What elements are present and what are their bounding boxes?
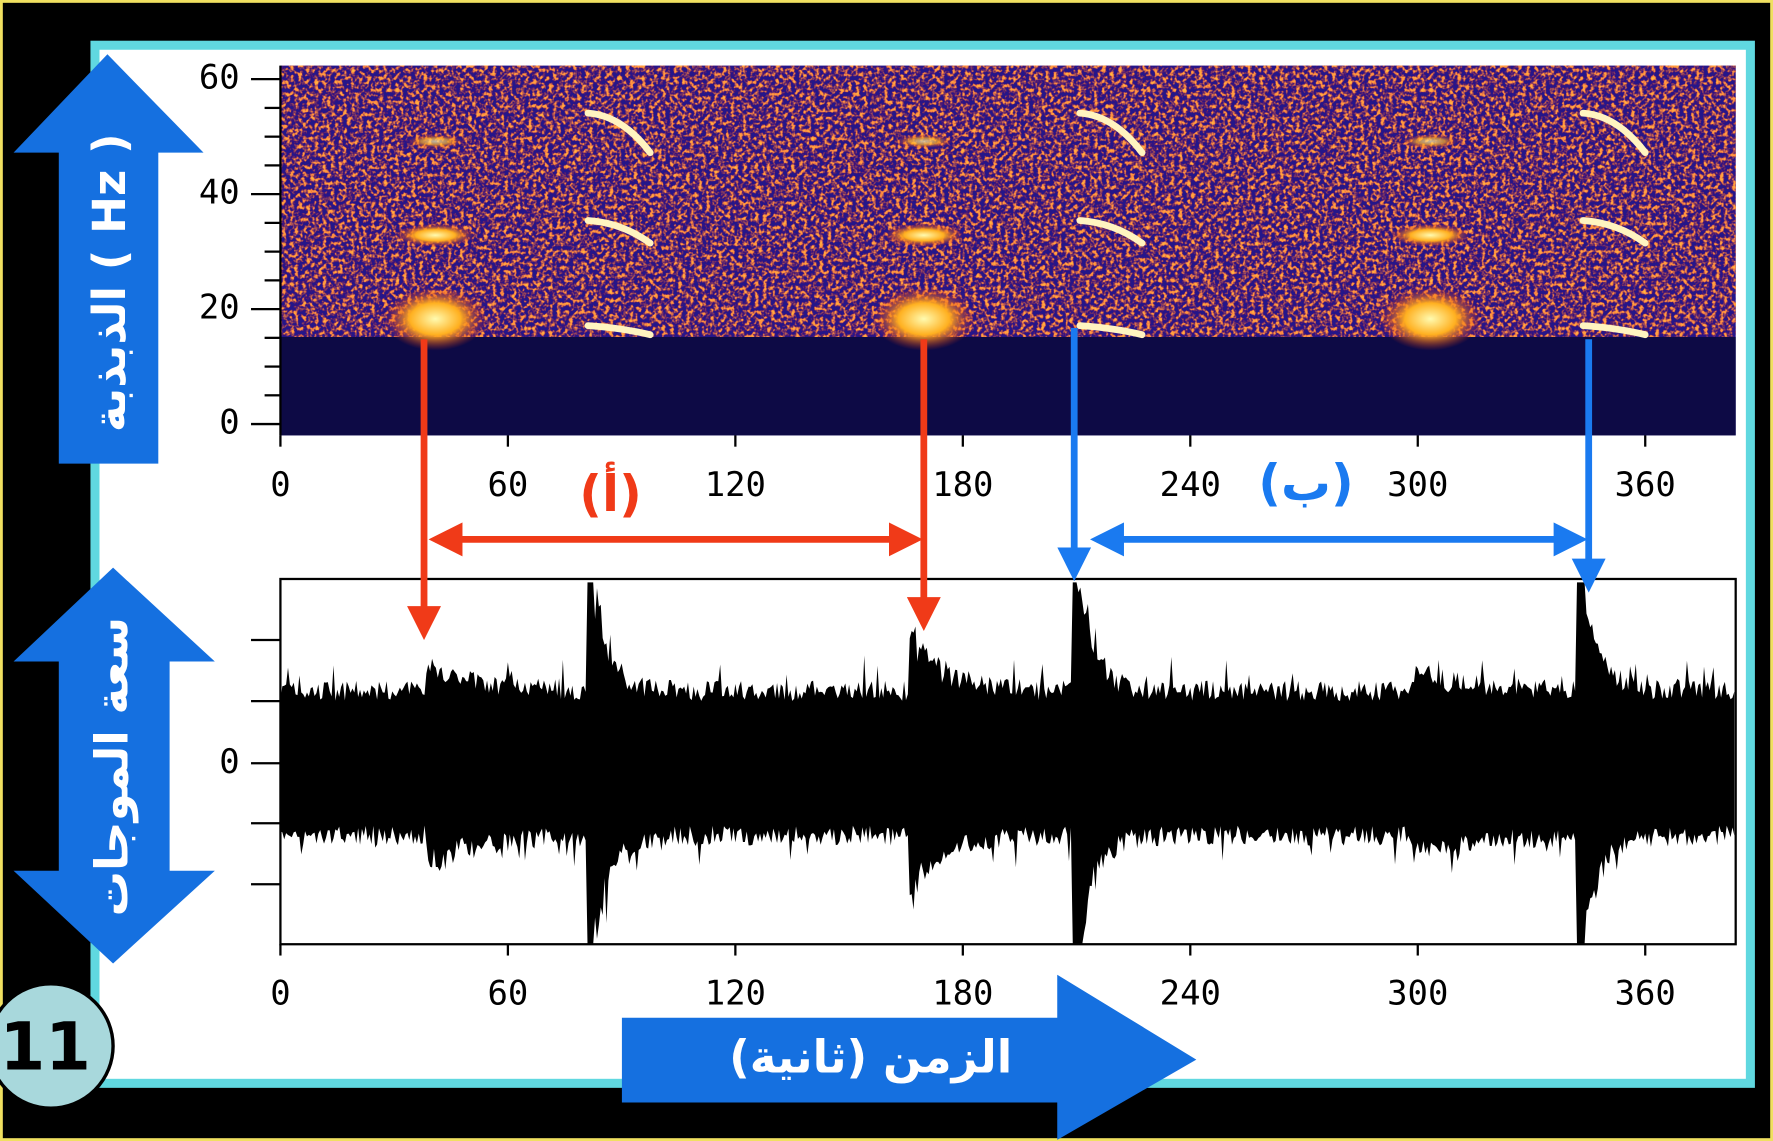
- x-tick-label: 180: [932, 465, 993, 504]
- spectrogram-y-label: الذبذبة ( Hz ): [83, 133, 136, 432]
- x-tick-label: 240: [1160, 465, 1221, 504]
- x-tick-label: 60: [487, 974, 528, 1013]
- x-tick-label: 360: [1615, 974, 1676, 1013]
- x-tick-label: 360: [1615, 465, 1676, 504]
- y-tick-label: 60: [199, 58, 240, 97]
- x-label: الزمن (ثانية): [729, 1031, 1012, 1084]
- x-tick-label: 60: [487, 465, 528, 504]
- call-band: [396, 224, 475, 247]
- slide-number: 11: [0, 1010, 91, 1086]
- y-tick-label: 0: [219, 742, 239, 781]
- annotation-b: (ب): [1258, 454, 1353, 512]
- x-tick-label: 300: [1387, 974, 1448, 1013]
- x-tick-label: 240: [1160, 974, 1221, 1013]
- x-tick-label: 300: [1387, 465, 1448, 504]
- x-tick-label: 180: [932, 974, 993, 1013]
- call-band: [884, 224, 963, 247]
- call-band: [1391, 224, 1470, 247]
- spectrogram: [280, 66, 1735, 436]
- x-tick-label: 0: [270, 465, 290, 504]
- spectrogram-noise: [280, 66, 1735, 337]
- call-band: [896, 135, 953, 149]
- call-band: [407, 135, 464, 149]
- x-tick-label: 120: [705, 974, 766, 1013]
- call-blob: [384, 287, 486, 350]
- slide: 0204060060120180240300360 00601201802403…: [0, 0, 1773, 1141]
- annotation-a: (أ): [579, 461, 642, 523]
- waveform-y-label: سعة الموجات: [85, 617, 138, 916]
- x-tick-label: 120: [705, 465, 766, 504]
- call-blob: [1380, 287, 1482, 350]
- y-tick-label: 40: [199, 173, 240, 212]
- spectrogram-low: [280, 337, 1735, 435]
- call-band: [1402, 135, 1459, 149]
- x-tick-label: 0: [270, 974, 290, 1013]
- y-tick-label: 0: [219, 403, 239, 442]
- y-tick-label: 20: [199, 288, 240, 327]
